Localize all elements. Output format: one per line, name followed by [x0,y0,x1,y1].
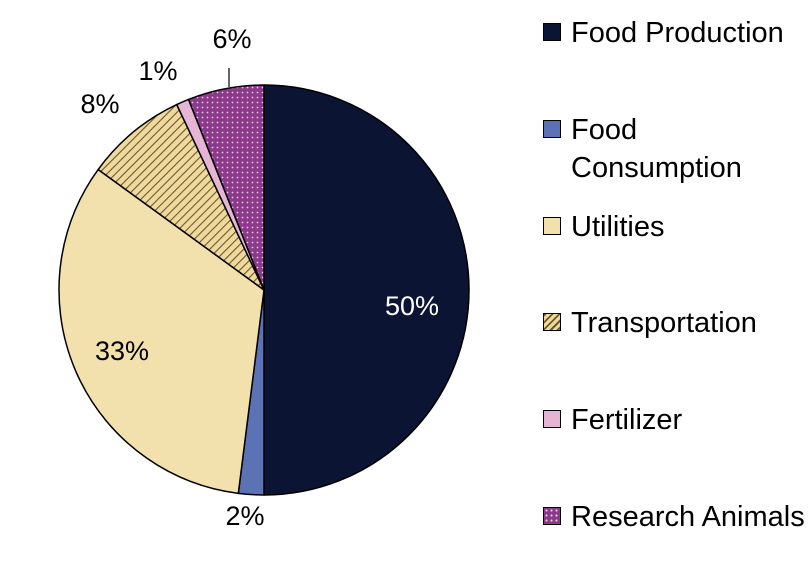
legend-swatch-transportation [543,313,561,331]
legend-label-food-production: Food Production [571,17,784,49]
legend-swatch-fertilizer [543,410,561,428]
legend-label-fertilizer: Fertilizer [571,404,683,436]
pie-slice-research-animals [187,84,265,291]
pie-slice-utilities [58,168,265,495]
data-label-transportation: 8% [80,89,119,119]
legend-label-transportation: Transportation [571,307,757,339]
data-label-fertilizer: 1% [138,56,177,86]
legend-label-utilities: Utilities [571,211,665,243]
legend-swatch-food-production [543,23,561,41]
data-label-utilities: 33% [95,336,149,366]
data-label-food-consumption: 2% [225,501,264,531]
legend-label-food-consumption: Food Consumption [571,114,742,184]
pie-chart: 50% 2% 33% 8% 1% 6% [58,24,470,531]
legend-swatch-research-animals [543,507,561,525]
legend-swatch-utilities [543,217,561,235]
legend-label-research-animals: Research Animals [571,501,805,533]
pie-slice-food-production [263,84,470,496]
legend-swatch-food-consumption [543,120,561,138]
data-label-food-production: 50% [385,291,439,321]
data-label-research-animals: 6% [212,24,251,54]
pie-slice-transportation [97,103,265,291]
